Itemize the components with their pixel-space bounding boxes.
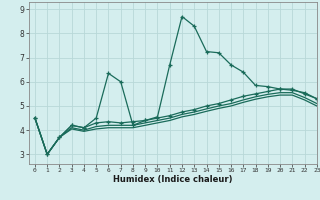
- X-axis label: Humidex (Indice chaleur): Humidex (Indice chaleur): [113, 175, 233, 184]
